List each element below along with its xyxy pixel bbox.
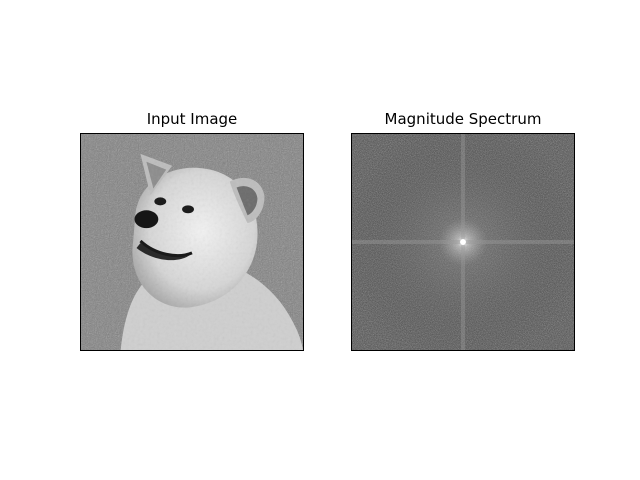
spectrum-image: [352, 134, 574, 350]
input-image-axes: [80, 133, 304, 351]
magnitude-spectrum-axes: [351, 133, 575, 351]
magnitude-spectrum-title: Magnitude Spectrum: [384, 110, 542, 128]
dog-photo: [81, 134, 303, 350]
input-image-title: Input Image: [146, 110, 238, 128]
